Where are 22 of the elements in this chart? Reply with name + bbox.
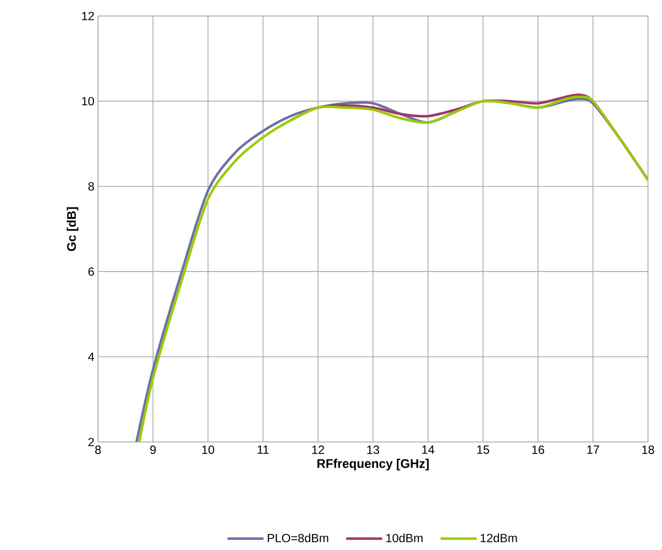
- x-tick-label: 18: [642, 446, 654, 454]
- legend-label: 12dBm: [480, 534, 517, 542]
- y-tick-label: 10: [82, 96, 94, 106]
- x-tick-label: 14: [422, 446, 434, 454]
- legend-label: PLO=8dBm: [268, 534, 328, 542]
- x-tick-label: 13: [367, 446, 380, 454]
- x-tick-label: 9: [150, 446, 156, 454]
- legend-label: 10dBm: [386, 534, 423, 542]
- x-tick-label: 16: [532, 446, 544, 454]
- y-axis-title: Gc [dB]: [66, 207, 78, 251]
- y-tick-label: 6: [88, 267, 94, 276]
- x-tick-label: 8: [95, 446, 101, 454]
- x-tick-label: 15: [477, 446, 490, 454]
- y-tick-label: 2: [88, 438, 94, 446]
- x-axis-title: RFfrequency [GHz]: [317, 458, 429, 470]
- y-tick-label: 8: [88, 182, 94, 191]
- x-tick-label: 11: [258, 446, 269, 454]
- x-tick-label: 17: [587, 446, 600, 454]
- y-tick-label: 4: [88, 352, 94, 361]
- x-tick-label: 12: [312, 446, 324, 454]
- y-tick-label: 12: [82, 12, 94, 20]
- x-tick-label: 10: [202, 446, 214, 454]
